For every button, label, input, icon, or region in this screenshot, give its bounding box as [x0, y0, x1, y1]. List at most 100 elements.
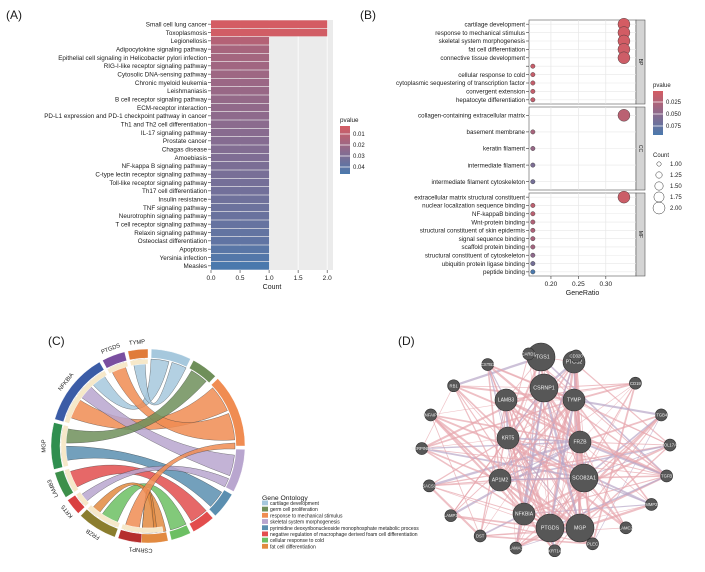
network-edge [505, 399, 525, 515]
term-arc [211, 378, 246, 447]
network-node-label: CD19 [630, 381, 641, 386]
network-edge [515, 441, 581, 549]
network-edge [507, 437, 581, 443]
network-edge [548, 399, 576, 529]
network-edge [573, 398, 662, 416]
term-dot-b [617, 51, 631, 64]
network-node [535, 513, 565, 543]
term-dot-b [617, 109, 631, 122]
term-label-b: hepatocyte differentiation [456, 97, 526, 104]
legend-item-label-c: skeletal system morphogenesis [270, 520, 340, 526]
gene-inner-track [64, 468, 79, 493]
term-label-b: fat cell differentiation [468, 47, 525, 54]
bar-a [211, 45, 270, 53]
term-label-b: connective tissue development [440, 55, 525, 62]
gene-arc [80, 509, 119, 538]
legend-item-label-c: cellular response to cold [270, 538, 324, 544]
network-edge [573, 399, 653, 505]
term-dot-b [530, 211, 536, 217]
legend-swatch-c [262, 519, 268, 524]
network-node [663, 438, 677, 452]
network-node-label: SCO82A1 [572, 476, 596, 482]
network-edge [499, 479, 581, 529]
legend-item-label-c: negative regulation of macrophage derive… [270, 532, 418, 538]
network-edge [499, 387, 545, 481]
xtick-label-a: 0.5 [236, 275, 245, 282]
network-edge [450, 515, 593, 545]
legend-count-label-b: 1.50 [670, 184, 682, 190]
bar-a [211, 103, 270, 112]
term-dot-b [530, 97, 536, 103]
term-arc [189, 511, 214, 532]
network-node [496, 426, 520, 450]
gene-arc [102, 351, 127, 369]
network-node-label: TGFB [661, 474, 672, 479]
panel-label-b: (B) [360, 8, 376, 22]
legend-count-circle-b [655, 171, 663, 179]
network-edge [542, 387, 582, 529]
bar-a [211, 187, 270, 195]
term-label-b: convergent extension [466, 89, 525, 96]
xtick-label-a: 2.0 [323, 275, 332, 282]
gene-arc [54, 361, 105, 422]
category-label-a: Apoptosis [179, 246, 207, 253]
legend-title-c: Gene Ontology [262, 495, 308, 502]
network-node-label: MGP [574, 526, 587, 532]
network-node-label: TYMP [567, 398, 582, 404]
category-label-a: C-type lectin receptor signaling pathway [95, 171, 208, 178]
network-node-label: PLEC [587, 541, 598, 546]
legend-colorbar-a [340, 126, 350, 174]
network-node-label: KRT5 [502, 436, 515, 442]
xtick-label-a: 1.0 [265, 275, 274, 282]
network-node [488, 468, 512, 492]
bar-a [211, 228, 270, 237]
network-node-label: CD320 [570, 354, 584, 359]
network-node [660, 469, 673, 483]
legend-tick-label-b: 0.025 [666, 100, 682, 106]
category-label-a: Amoebiasis [174, 155, 207, 162]
term-label-b: extracellular matrix structural constitu… [414, 194, 525, 201]
network-node [565, 513, 595, 543]
network-node-label: LAMA3 [509, 546, 523, 551]
network-node-label: KRT14 [548, 548, 562, 553]
bar-a [211, 78, 270, 87]
legend-count-circle-b [653, 191, 665, 203]
gene-arc [54, 470, 74, 498]
term-label-b: basement membrane [467, 129, 526, 136]
gene-inner-track [75, 491, 90, 507]
gene-inner-track [106, 361, 129, 374]
legend-item-label-c: cartilage development [270, 501, 320, 507]
category-label-a: Legionellosis [171, 38, 207, 45]
x-axis-label-b: GeneRatio [566, 290, 600, 297]
legend-tick-label-a: 0.01 [353, 132, 365, 138]
legend-swatch-c [262, 500, 268, 506]
term-label-b: cellular response to cold [458, 72, 525, 79]
category-label-a: RIG-I-like receptor signaling pathway [104, 63, 208, 70]
term-arc [150, 348, 191, 368]
network-edge [583, 444, 671, 479]
network-node [444, 509, 458, 522]
bar-a [211, 237, 270, 245]
legend-count-label-b: 2.00 [670, 206, 682, 212]
network-node-label: PTGDS [541, 526, 560, 532]
category-label-a: Epithelial cell signaling in Helicobacte… [58, 55, 207, 62]
bar-a [211, 162, 270, 170]
category-label-a: T cell receptor signaling pathway [115, 221, 207, 228]
network-node-label: LAMC2 [619, 525, 634, 530]
term-label-b: intermediate filament cytoskeleton [431, 179, 525, 186]
legend-count-label-b: 1.25 [670, 173, 682, 179]
bar-a [211, 120, 270, 128]
legend-title-b: pvalue [653, 83, 671, 89]
network-edge [429, 414, 525, 515]
network-edge [507, 437, 525, 515]
category-label-a: Insulin resistance [158, 196, 207, 203]
category-label-a: ECM-receptor interaction [137, 105, 207, 112]
network-edge [579, 441, 667, 477]
term-label-b: cytoplasmic sequestering of transcriptio… [396, 80, 525, 87]
network-node-label: FRZB [573, 440, 587, 446]
network-edge [583, 383, 636, 479]
xtick-label-a: 1.5 [294, 275, 303, 282]
legend-tick-label-a: 0.02 [353, 143, 365, 149]
category-label-a: Th1 and Th2 cell differentiation [121, 121, 208, 128]
bar-a [211, 53, 270, 62]
